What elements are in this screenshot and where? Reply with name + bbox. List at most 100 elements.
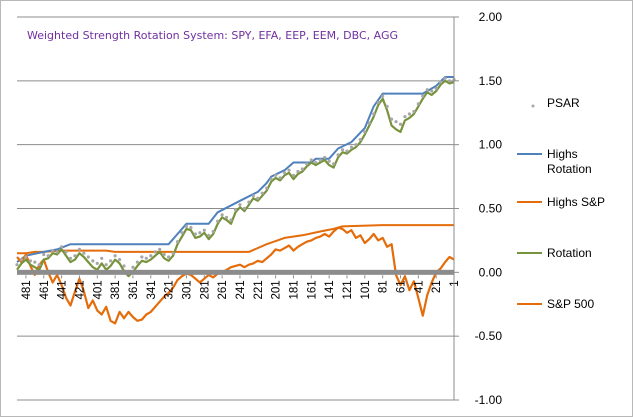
x-tick-label: 381 bbox=[110, 280, 122, 299]
y-tick-label: -1.00 bbox=[475, 393, 503, 407]
psar-point bbox=[282, 171, 287, 175]
psar-point bbox=[434, 86, 438, 91]
psar-point bbox=[73, 254, 77, 258]
x-tick-label: 221 bbox=[253, 280, 265, 299]
psar-point bbox=[412, 109, 416, 114]
psar-point bbox=[381, 94, 385, 98]
series-layer bbox=[15, 76, 456, 325]
psar-point bbox=[242, 206, 247, 211]
psar-point bbox=[332, 162, 336, 166]
x-tick-label: 141 bbox=[324, 280, 336, 299]
psar-point bbox=[95, 261, 99, 265]
psar-point bbox=[86, 255, 90, 259]
psar-point bbox=[28, 259, 32, 263]
y-tick-label: 1.00 bbox=[479, 138, 503, 152]
psar-point bbox=[340, 148, 345, 152]
psar-point bbox=[33, 260, 37, 264]
psar-point bbox=[291, 173, 296, 177]
legend: PSAR Highs Rotation Highs S&P Rotation S&P 50… bbox=[517, 96, 605, 311]
psar-point bbox=[171, 251, 175, 255]
legend-marker bbox=[531, 104, 535, 108]
psar-point bbox=[100, 256, 104, 260]
y-axis: 2.00 1.50 1.00 0.50 0.00 -0.50 -1.00 bbox=[453, 10, 503, 407]
psar-point bbox=[140, 255, 144, 259]
series-highs-rotation-line bbox=[16, 76, 454, 263]
psar-point bbox=[193, 232, 197, 236]
psar-point bbox=[398, 122, 403, 126]
psar-point bbox=[336, 153, 340, 157]
x-tick-label: 181 bbox=[288, 280, 300, 299]
x-tick-label: 161 bbox=[306, 280, 318, 299]
psar-point bbox=[233, 208, 238, 212]
x-tick-label: 241 bbox=[235, 280, 247, 299]
legend-label: Rotation bbox=[547, 246, 592, 260]
psar-point bbox=[358, 137, 362, 142]
psar-point bbox=[220, 213, 224, 217]
psar-point bbox=[55, 250, 59, 254]
psar-point bbox=[158, 247, 162, 251]
psar-point bbox=[265, 186, 269, 190]
psar-point bbox=[135, 260, 139, 264]
chart-title: Weighted Strength Rotation System: SPY, … bbox=[27, 29, 398, 42]
psar-point bbox=[19, 257, 24, 262]
psar-point bbox=[349, 145, 354, 149]
y-tick-label: 1.50 bbox=[479, 74, 503, 88]
x-tick-label: 461 bbox=[39, 280, 51, 299]
psar-point bbox=[37, 263, 41, 267]
psar-point bbox=[287, 168, 291, 172]
psar-point bbox=[376, 100, 380, 105]
psar-point bbox=[421, 94, 425, 98]
zero-axis-band bbox=[17, 269, 454, 275]
x-tick-label: 401 bbox=[92, 280, 104, 299]
psar-point bbox=[430, 89, 434, 93]
psar-point bbox=[443, 76, 447, 80]
psar-point bbox=[113, 254, 117, 258]
psar-point bbox=[167, 255, 171, 259]
psar-point bbox=[15, 263, 19, 267]
x-tick-label: 61 bbox=[395, 280, 407, 293]
psar-point bbox=[42, 252, 46, 257]
psar-point bbox=[300, 167, 304, 171]
psar-point bbox=[354, 143, 358, 147]
legend-item-s-p-500: S&P 500 bbox=[517, 297, 594, 311]
psar-point bbox=[407, 112, 412, 116]
psar-point bbox=[318, 158, 322, 162]
legend-item-highs-rotation: Highs Rotation bbox=[517, 147, 592, 176]
psar-point bbox=[345, 149, 349, 153]
series-psar bbox=[15, 76, 456, 274]
psar-point bbox=[256, 196, 260, 200]
psar-point bbox=[385, 104, 389, 108]
x-tick-label: 101 bbox=[360, 280, 372, 299]
psar-point bbox=[305, 162, 309, 166]
psar-point bbox=[278, 176, 282, 180]
psar-point bbox=[189, 226, 193, 230]
psar-point bbox=[82, 251, 86, 255]
psar-point bbox=[274, 173, 278, 177]
psar-point bbox=[24, 255, 28, 259]
psar-point bbox=[144, 256, 148, 260]
psar-point bbox=[296, 169, 300, 174]
psar-point bbox=[131, 265, 135, 269]
y-tick-label: -0.50 bbox=[475, 329, 503, 343]
psar-point bbox=[202, 228, 206, 232]
psar-point bbox=[153, 250, 157, 254]
psar-point bbox=[439, 80, 443, 84]
x-tick-label: 301 bbox=[181, 280, 193, 299]
psar-point bbox=[260, 191, 264, 195]
psar-point bbox=[323, 155, 327, 160]
x-tick-label: 341 bbox=[146, 280, 158, 299]
psar-point bbox=[211, 229, 215, 234]
psar-point bbox=[180, 231, 184, 235]
psar-point bbox=[109, 259, 113, 263]
legend-item-rotation: Rotation bbox=[517, 246, 592, 260]
psar-point bbox=[64, 250, 68, 254]
psar-point bbox=[269, 177, 273, 181]
psar-point bbox=[363, 130, 367, 134]
x-tick-label: 281 bbox=[199, 280, 211, 299]
psar-point bbox=[51, 249, 55, 253]
psar-point bbox=[447, 79, 452, 83]
psar-point bbox=[162, 252, 166, 257]
x-tick-label: 261 bbox=[217, 280, 229, 299]
legend-label: PSAR bbox=[547, 96, 580, 110]
